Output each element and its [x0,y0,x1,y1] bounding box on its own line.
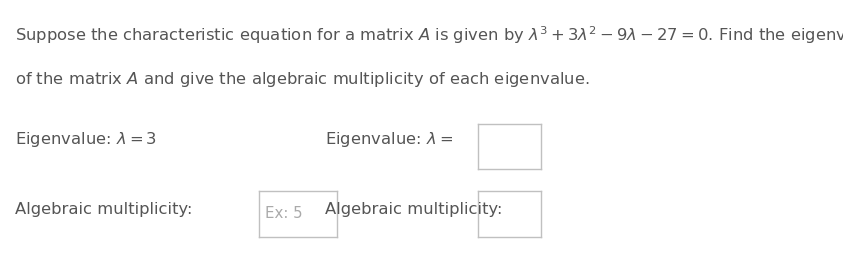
Text: Suppose the characteristic equation for a matrix $A$ is given by $\lambda^3 + 3\: Suppose the characteristic equation for … [15,24,843,46]
Text: Ex: 5: Ex: 5 [265,206,303,221]
Text: Eigenvalue: $\lambda = 3$: Eigenvalue: $\lambda = 3$ [15,130,158,149]
Text: Eigenvalue: $\lambda =$: Eigenvalue: $\lambda =$ [325,130,453,149]
Text: Algebraic multiplicity:: Algebraic multiplicity: [15,202,192,217]
Text: of the matrix $A$ and give the algebraic multiplicity of each eigenvalue.: of the matrix $A$ and give the algebraic… [15,70,589,89]
Text: Algebraic multiplicity:: Algebraic multiplicity: [325,202,502,217]
